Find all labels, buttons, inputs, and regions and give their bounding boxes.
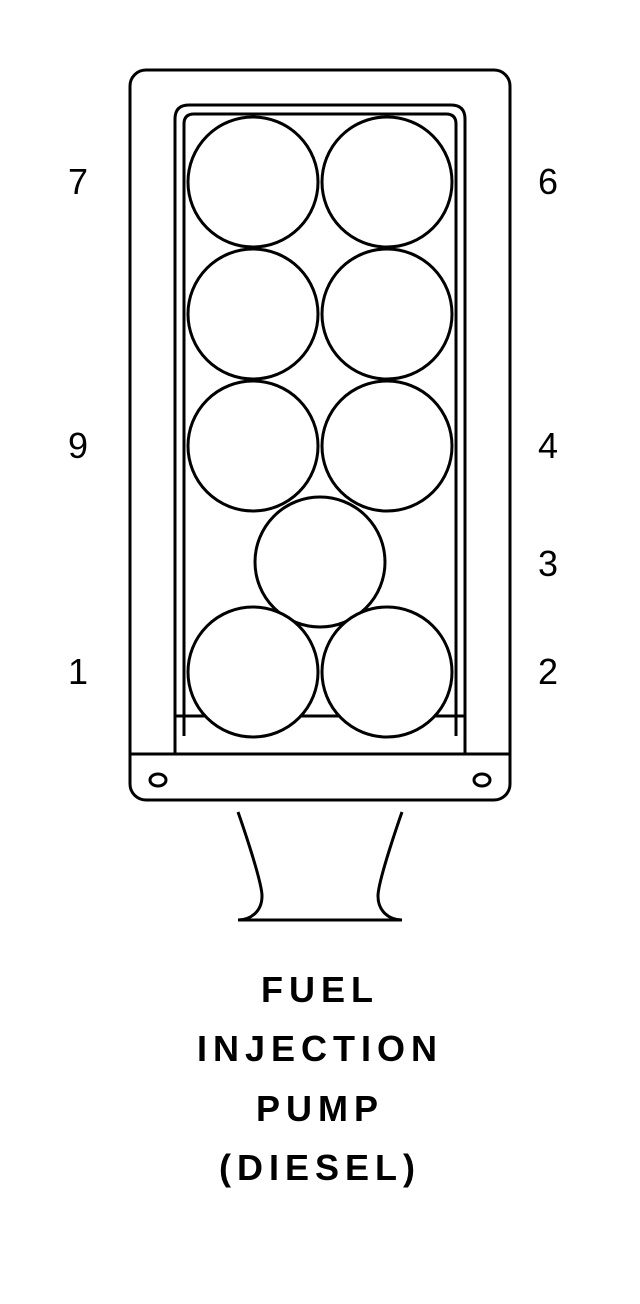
svg-text:4: 4 — [538, 425, 558, 466]
svg-text:6: 6 — [538, 161, 558, 202]
svg-text:3: 3 — [538, 543, 558, 584]
svg-text:9: 9 — [68, 425, 88, 466]
caption-line-3: PUMP — [0, 1079, 640, 1138]
svg-text:2: 2 — [538, 651, 558, 692]
svg-text:7: 7 — [68, 161, 88, 202]
caption-line-1: FUEL — [0, 960, 640, 1019]
caption-line-4: (DIESEL) — [0, 1138, 640, 1197]
pump-diagram: 7 9 1 6 4 3 2 — [0, 0, 640, 960]
svg-text:1: 1 — [68, 651, 88, 692]
diagram-caption: FUEL INJECTION PUMP (DIESEL) — [0, 960, 640, 1198]
caption-line-2: INJECTION — [0, 1019, 640, 1078]
